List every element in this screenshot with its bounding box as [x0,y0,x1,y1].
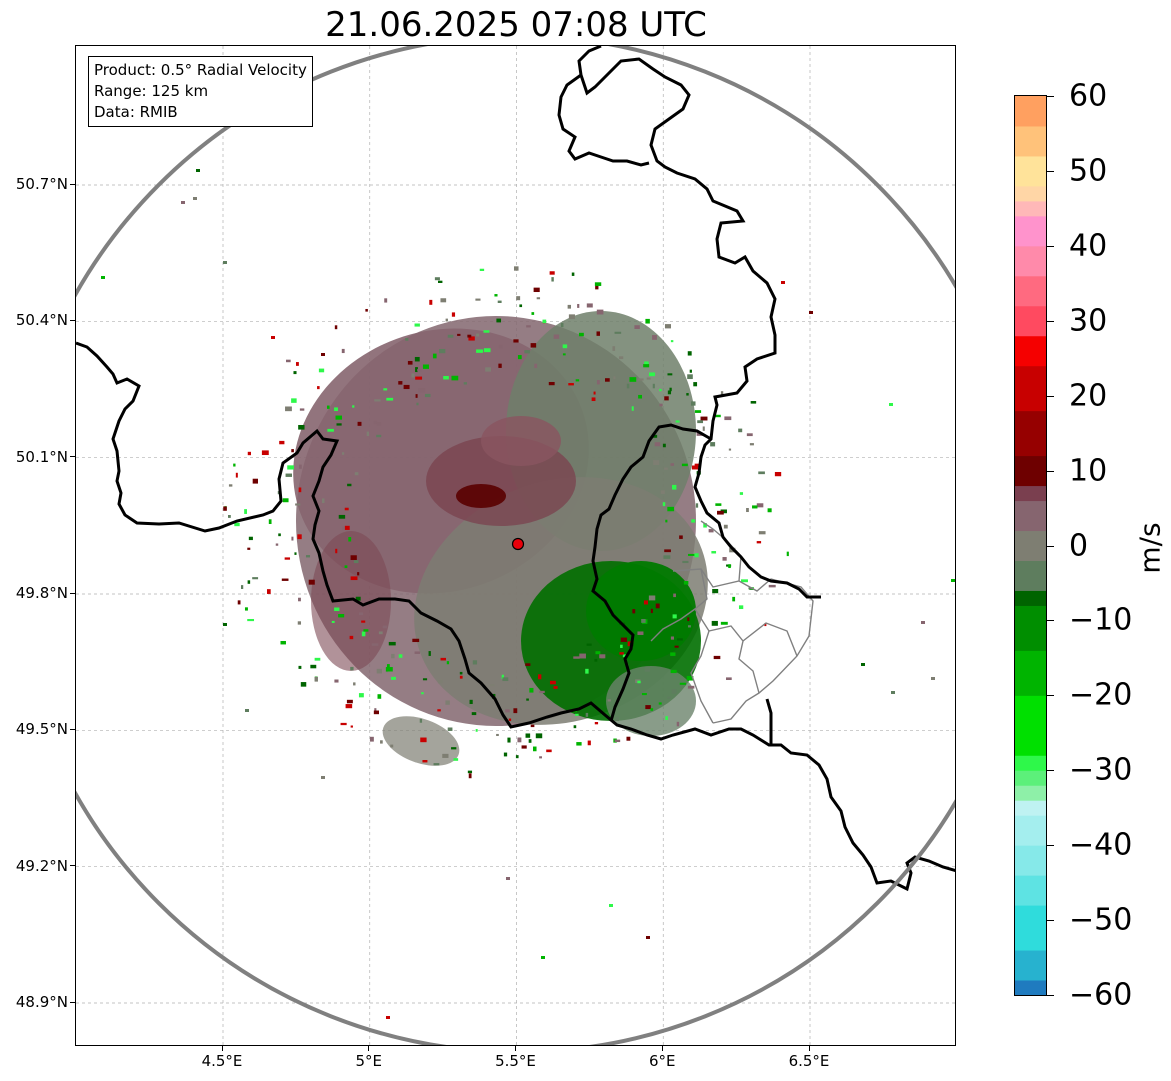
y-tick-label: 50.4°N [15,311,68,330]
radar-echoes [293,311,708,766]
colorbar-segment [1015,530,1046,561]
colorbar-tick-mark [1047,395,1054,397]
info-range: Range: 125 km [94,82,209,100]
info-data-source: Data: RMIB [94,103,178,121]
colorbar-segment [1015,770,1046,786]
colorbar-segment [1015,785,1046,801]
colorbar-tick-label: 40 [1069,228,1108,264]
colorbar-tick-label: −40 [1069,827,1133,863]
y-tick-label: 49.8°N [15,584,68,602]
colorbar-segment [1015,875,1046,906]
colorbar-segment [1015,485,1046,502]
radar-map-canvas [76,46,955,1045]
colorbar-segment [1015,950,1046,981]
colorbar-tick-label: −30 [1069,752,1133,788]
colorbar-tick-mark [1047,920,1054,922]
x-tick-mark [808,1046,810,1051]
colorbar-segment [1015,755,1046,771]
colorbar-tick-mark [1047,545,1054,547]
colorbar-tick-label: −20 [1069,677,1133,713]
colorbar-tick-label: 60 [1069,78,1108,114]
colorbar-tick-mark [1047,96,1054,97]
y-tick-label: 48.9°N [15,993,68,1011]
y-tick-mark [70,319,75,321]
colorbar-segment [1015,185,1046,202]
colorbar-tick-mark [1047,470,1054,472]
colorbar-tick-mark [1047,245,1054,247]
colorbar-segment [1015,590,1046,606]
x-tick-mark [368,1046,370,1051]
colorbar-tick-mark [1047,170,1054,172]
x-tick-mark [661,1046,663,1051]
colorbar-tick-mark [1047,695,1054,697]
radar-map[interactable] [75,45,956,1046]
x-tick-label: 4.5°E [201,1052,243,1070]
colorbar-segment [1015,605,1046,651]
colorbar-segment [1015,200,1046,217]
colorbar-segment [1015,695,1046,756]
colorbar-segment [1015,800,1046,816]
colorbar-tick-label: 30 [1069,303,1108,339]
colorbar-segment [1015,845,1046,876]
colorbar-tick-label: 20 [1069,378,1108,414]
y-tick-mark [70,592,75,594]
y-tick-mark [70,456,75,458]
velocity-colorbar [1014,95,1047,996]
radar-site-marker [511,537,525,551]
y-tick-label: 49.2°N [15,856,68,875]
x-tick-label: 6°E [648,1052,676,1070]
y-tick-mark [70,865,75,867]
colorbar-segment [1015,410,1046,457]
colorbar-segment [1015,560,1046,591]
y-tick-label: 49.5°N [15,720,68,739]
colorbar-segment [1015,215,1046,247]
colorbar-segment [1015,96,1046,127]
colorbar-tick-label: 0 [1069,528,1089,563]
x-tick-label: 6.5°E [788,1052,830,1070]
colorbar-tick-mark [1047,845,1054,847]
colorbar-tick-label: −60 [1069,977,1133,1013]
y-tick-mark [70,728,75,730]
radar-echo-speckles [101,169,955,1019]
colorbar-segment [1015,365,1046,412]
admin-borders [650,520,814,724]
colorbar-tick-mark [1047,320,1054,322]
colorbar-segment [1015,335,1046,367]
y-tick-mark [70,183,75,185]
map-title: 21.06.2025 07:08 UTC [325,5,707,45]
colorbar-segment [1015,650,1046,696]
colorbar-tick-mark [1047,620,1054,622]
x-tick-label: 5°E [355,1052,383,1070]
y-tick-label: 50.1°N [15,447,68,466]
colorbar-segment [1015,305,1046,337]
colorbar-tick-mark [1047,995,1054,996]
colorbar-tick-label: 10 [1069,453,1108,489]
x-tick-mark [515,1046,516,1051]
colorbar-segment [1015,125,1046,157]
x-tick-label: 5.5°E [495,1052,536,1070]
colorbar-segment [1015,500,1046,532]
colorbar-tick-label: −10 [1069,602,1133,638]
colorbar-segment [1015,245,1046,277]
country-borders [76,46,955,892]
colorbar-segment [1015,980,1046,995]
y-tick-mark [70,1001,75,1003]
product-info-box: Product: 0.5° Radial Velocity Range: 125… [88,56,313,127]
colorbar-segment [1015,905,1046,951]
y-tick-label: 50.7°N [15,175,68,193]
colorbar-segment [1015,275,1046,307]
colorbar-unit-label: m/s [1133,522,1167,574]
info-product: Product: 0.5° Radial Velocity [94,61,307,79]
colorbar-segment [1015,155,1046,187]
colorbar-tick-label: 50 [1069,153,1108,189]
colorbar-tick-label: −50 [1069,902,1133,938]
colorbar-segment [1015,815,1046,846]
colorbar-segment [1015,455,1046,487]
colorbar-tick-mark [1047,770,1054,772]
x-tick-mark [221,1046,223,1051]
